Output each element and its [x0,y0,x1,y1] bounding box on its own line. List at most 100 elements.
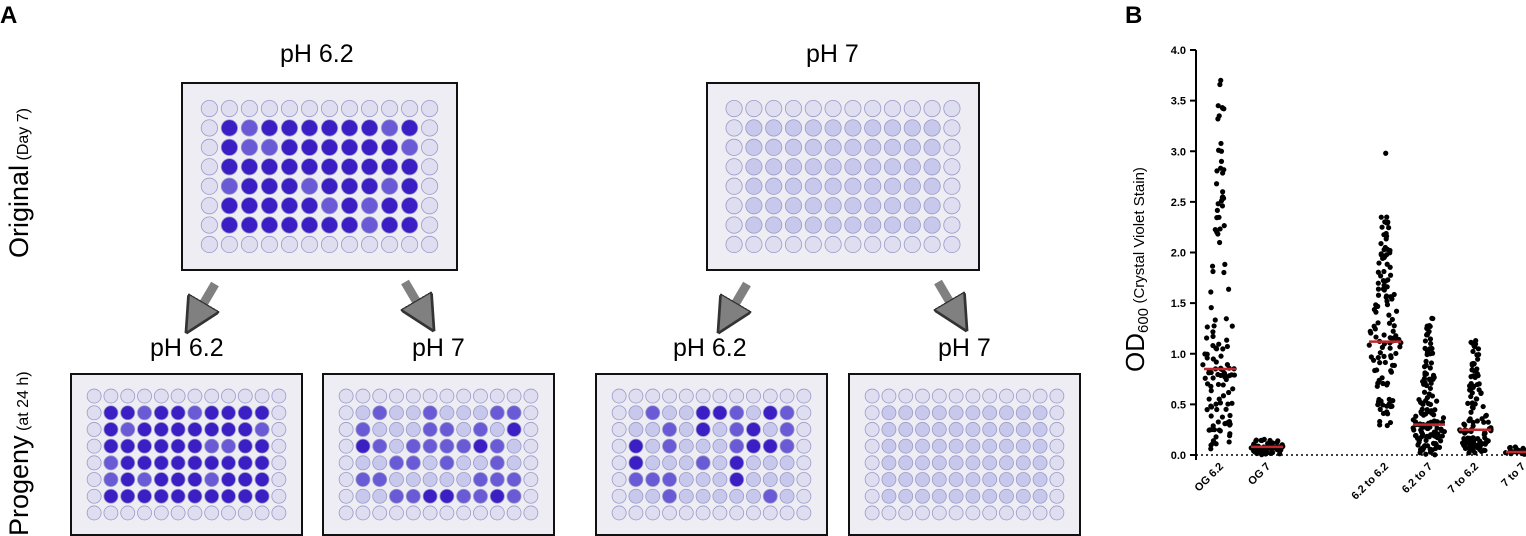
data-point [1485,419,1491,425]
plate-well [473,438,488,454]
data-point [1202,351,1208,357]
plate-well [712,438,728,454]
y-tick-label: 0.0 [1171,450,1186,462]
data-point [1387,272,1394,278]
plate-well [254,488,270,504]
data-point [1210,342,1216,349]
plate-well [915,505,930,521]
plate-well [360,235,379,254]
plate-well [796,488,812,504]
plate-well [746,388,761,404]
plate-well [103,472,119,487]
plate-well [473,472,488,487]
data-point [1213,434,1219,440]
plate-well [804,177,822,195]
plate-well [923,138,941,156]
data-point [1381,353,1387,359]
data-point [1226,439,1232,445]
data-point [1264,450,1270,456]
plate-well [804,158,822,176]
data-point [1215,103,1221,109]
plate-well [804,138,822,156]
data-point [1430,440,1437,446]
plate-well [200,138,218,156]
plate-well [86,505,102,521]
plate-well [898,405,914,421]
data-point [1425,425,1431,432]
plate-well [170,422,186,437]
plate-well [372,422,388,437]
plate-well [422,405,438,421]
plate-well [628,472,644,487]
data-point [1208,442,1214,448]
plate-well [422,488,438,504]
data-point [1421,389,1428,395]
plate-well [931,455,947,471]
plate-well [898,455,914,471]
plate-well [611,422,627,437]
data-point [1210,356,1216,362]
data-point [1431,418,1437,424]
plate-well [338,505,354,521]
plate-well [320,158,339,176]
plate-well [260,177,279,195]
data-point [1440,415,1447,421]
plate-well [864,138,882,156]
plate-well [254,472,270,487]
plate-well [779,455,795,471]
plate-well [729,422,745,437]
plate-well [999,405,1014,421]
plate-well [982,388,998,404]
data-point [1391,323,1397,329]
data-point [1375,280,1381,286]
plate-well [221,472,236,487]
data-point [1204,335,1210,341]
plate-well [948,505,964,521]
data-point [1470,405,1476,411]
od600-scatter-chart: 0.0 0.5 1.0 1.5 2.0 2.5 3.0 3.5 4.0 OG 6.2 OG 7 6.2… [1171,45,1526,502]
plate-progeny-ph62-to-ph7 [322,373,555,536]
data-point [1423,398,1429,404]
plate-well [931,422,947,437]
plate-well [1015,422,1031,437]
plate-well [360,197,379,215]
plate-well [422,438,438,454]
plate-well [628,455,644,471]
plate-well [1049,505,1065,521]
data-point [1484,437,1490,444]
data-point [1218,140,1224,147]
data-point [1371,323,1377,329]
plate-well [422,505,438,521]
plate-well [864,197,882,215]
plate-well [237,455,253,471]
plate-well [405,388,421,404]
plate-well [678,455,694,471]
plate-well [883,158,902,176]
plate-well [864,488,880,504]
data-point [1439,433,1445,439]
data-point [1473,396,1479,402]
plate-well [300,119,319,137]
plate-well [360,216,379,234]
data-point [1210,329,1216,335]
plate-well [628,438,644,454]
plate-well [1015,405,1031,421]
data-point [1424,406,1430,413]
plate-well [779,438,795,454]
plate-well [187,488,203,504]
plate-well [170,505,186,521]
plate-well [338,438,354,454]
plate-well [401,177,419,195]
data-point [1209,426,1215,433]
plate-well [405,488,421,504]
plate-well [271,488,287,504]
data-point [1432,452,1438,458]
plate-well [1015,488,1031,504]
plate-well [340,138,359,156]
data-point [1217,428,1223,434]
plate-well [153,455,169,471]
plate-well [254,422,270,437]
plate-well [881,505,897,521]
data-point [1210,375,1216,381]
plate-well [372,472,388,487]
